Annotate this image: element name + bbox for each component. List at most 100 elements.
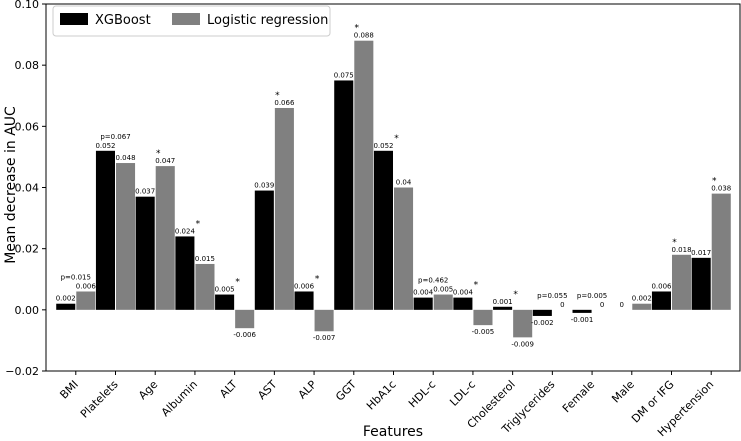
x-tick-label: LDL-c [447,378,478,409]
p-value-annotation: p=0.067 [100,133,130,141]
y-tick-label: 0.02 [15,243,40,256]
data-label: 0.047 [155,157,175,165]
bar-xgboost-triglycerides [532,309,552,316]
bar-xgboost-hypertension [691,257,711,310]
data-label: 0.052 [373,142,393,150]
p-value-annotation: p=0.055 [537,292,567,300]
bar-logistic-regression-ast [274,107,294,310]
x-tick-label: Female [560,378,597,415]
data-label: 0.004 [453,289,474,297]
bar-logistic-regression-ldl-c [473,309,493,326]
x-axis-label: Features [363,424,423,440]
data-label: 0.052 [95,142,115,150]
data-label: 0.002 [632,295,652,303]
data-label: -0.006 [233,331,256,339]
data-label: 0.002 [56,295,76,303]
significance-marker: * [394,134,399,144]
y-axis-label: Mean decrease in AUC [3,106,19,264]
bar-logistic-regression-hba1c [394,187,414,310]
data-label: -0.001 [571,316,594,324]
data-label: 0.017 [691,249,711,257]
data-label: -0.005 [472,328,495,336]
data-label: 0.006 [294,282,315,290]
bar-logistic-regression-albumin [195,263,215,310]
significance-marker: * [196,219,201,229]
chart-value-labels-layer: 0.002 0.052 0.037 0.024 0.005 0.039 0.006 0.075… [56,24,732,349]
bar-logistic-regression-hdl-c [433,294,453,310]
data-label: 0.006 [76,282,97,290]
significance-marker: * [315,274,320,284]
data-label: 0.048 [116,154,136,162]
data-label: 0.004 [413,289,434,297]
bar-xgboost-albumin [175,236,195,310]
significance-marker: * [355,24,360,34]
y-tick-label: 0.06 [15,120,40,133]
data-label: 0.066 [274,99,295,107]
data-label: 0.038 [711,185,731,193]
bar-xgboost-ldl-c [453,297,473,310]
bar-logistic-regression-cholesterol [513,309,533,338]
bar-xgboost-cholesterol [493,306,513,310]
x-tick-label: GGT [333,378,359,404]
significance-marker: * [672,238,677,248]
data-label: 0.075 [334,71,354,79]
bar-xgboost-hba1c [373,150,393,310]
data-label: 0.005 [215,286,235,294]
data-label: 0.039 [254,182,274,190]
bar-logistic-regression-dm-or-ifg [672,254,692,310]
legend-label-logistic-regression: Logistic regression [207,13,328,28]
y-tick-label: −0.02 [5,365,39,378]
data-label: 0.005 [433,286,453,294]
data-label: -0.009 [511,340,534,348]
significance-marker: * [235,278,240,288]
chart-bars-layer [56,40,731,338]
bar-logistic-regression-bmi [76,291,96,310]
significance-marker: * [275,91,280,101]
x-tick-label: HbA1c [364,378,399,413]
data-label: -0.002 [531,319,554,327]
bar-xgboost-age [135,196,155,310]
bar-xgboost-alp [294,291,314,310]
x-tick-label: Age [136,378,160,402]
data-label: 0.024 [175,227,196,235]
p-value-annotation: p=0.005 [577,292,607,300]
x-tick-label: Albumin [159,378,200,419]
data-label: 0 [620,301,624,309]
data-label: 0 [600,301,604,309]
legend-swatch-logistic-regression [172,13,200,25]
bar-logistic-regression-hypertension [711,193,731,310]
legend-label-xgboost: XGBoost [95,13,151,28]
bar-xgboost-platelets [95,150,115,310]
y-tick-label: 0.08 [15,59,40,72]
y-tick-label: 0.04 [15,182,40,195]
x-tick-label: ALT [217,378,240,401]
bar-logistic-regression-ggt [354,40,374,310]
legend: XGBoost Logistic regression [52,5,331,37]
significance-marker: * [513,290,518,300]
significance-marker: * [474,281,479,291]
significance-marker: * [156,149,161,159]
x-tick-label: Platelets [78,378,121,421]
data-label: 0.006 [651,282,672,290]
data-label: 0.037 [135,188,155,196]
legend-swatch-xgboost [60,13,88,25]
data-label: 0.04 [396,179,412,187]
y-tick-label: 0.00 [15,304,40,317]
bar-logistic-regression-male [632,303,652,310]
x-tick-label: HDL-c [406,378,438,410]
data-label: 0.015 [195,255,215,263]
bar-xgboost-ggt [334,80,354,310]
data-label: 0.088 [354,32,374,40]
p-value-annotation: p=0.015 [61,273,91,281]
bar-xgboost-bmi [56,303,76,310]
bar-xgboost-female [572,309,592,313]
significance-marker: * [712,177,717,187]
data-label: 0 [560,301,564,309]
bar-logistic-regression-alt [235,309,255,329]
bar-logistic-regression-alp [314,309,334,332]
y-tick-label: 0.10 [15,0,40,11]
x-tick-label: Male [609,378,637,406]
x-tick-label: ALP [296,378,320,402]
x-tick-label: BMI [57,378,81,402]
